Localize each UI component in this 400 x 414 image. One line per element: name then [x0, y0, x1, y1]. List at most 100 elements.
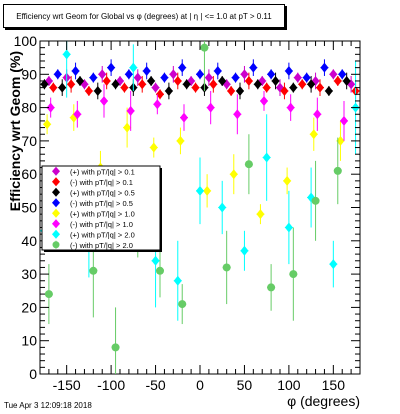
legend-label: (-) with pT/|q| > 2.0: [70, 241, 133, 250]
legend-entry: (-) with pT/|q| > 0.5: [52, 198, 133, 208]
legend-entry: (+) with pT/|q| > 0.5: [52, 187, 135, 197]
data-point: [342, 75, 351, 86]
data-point: [324, 85, 333, 96]
legend-marker: [52, 166, 60, 176]
data-point: [46, 102, 55, 113]
data-point: [173, 75, 182, 86]
data-point: [178, 300, 187, 309]
data-point: [98, 69, 107, 80]
data-point: [180, 112, 188, 123]
data-point: [283, 175, 292, 186]
data-point: [244, 160, 253, 169]
legend-label: (+) with pT/|q| > 0.5: [70, 188, 135, 197]
data-point: [147, 75, 156, 86]
data-point: [142, 65, 151, 76]
data-point: [182, 79, 191, 90]
data-point: [267, 69, 276, 80]
data-point: [309, 129, 318, 140]
legend-entry: (+) with pT/|q| > 0.1: [52, 166, 135, 176]
data-point: [203, 185, 212, 196]
data-point: [43, 119, 52, 130]
data-point: [176, 135, 185, 146]
legend-label: (+) with pT/|q| > 0.1: [70, 167, 135, 176]
data-point: [244, 75, 253, 86]
data-point: [298, 79, 307, 90]
data-point: [100, 95, 108, 106]
series-2: [49, 72, 360, 100]
y-tick-label: 100: [14, 33, 38, 49]
data-point: [311, 196, 320, 205]
data-point: [280, 85, 289, 96]
data-point: [200, 43, 209, 52]
data-point: [53, 69, 62, 80]
data-point: [336, 135, 345, 146]
data-point: [169, 69, 178, 80]
data-point: [111, 343, 120, 352]
data-point: [164, 85, 173, 96]
chart-title: Efficiency wrt Geom for Global vs φ (deg…: [16, 12, 272, 21]
data-point: [49, 82, 58, 93]
data-point: [156, 89, 164, 100]
data-point: [302, 72, 311, 83]
series-6: [46, 84, 348, 141]
data-point: [44, 290, 53, 299]
data-point: [233, 109, 242, 120]
data-point: [340, 115, 348, 126]
data-point: [213, 65, 222, 76]
y-tick-label: 90: [21, 66, 37, 82]
data-point: [293, 72, 302, 83]
legend-entry: (-) with pT/|q| > 2.0: [52, 240, 133, 250]
footer-timestamp: Tue Apr 3 12:09:18 2018: [4, 401, 92, 410]
x-tick-label: 0: [196, 377, 204, 393]
y-tick-label: 70: [21, 133, 37, 149]
data-point: [129, 62, 138, 73]
data-point: [320, 62, 329, 73]
data-point: [58, 82, 67, 93]
data-point: [84, 85, 93, 96]
y-tick-label: 50: [21, 200, 37, 216]
data-point: [89, 72, 98, 83]
data-point: [138, 79, 147, 90]
data-point: [333, 75, 342, 86]
data-point: [76, 75, 84, 86]
data-point: [89, 266, 98, 275]
data-point: [286, 102, 295, 113]
legend-entry: (-) with pT/|q| > 1.0: [52, 219, 133, 229]
data-point: [160, 72, 169, 83]
legend-label: (-) with pT/|q| > 0.1: [70, 178, 133, 187]
data-point: [93, 85, 102, 96]
data-point: [316, 82, 324, 93]
legend-label: (-) with pT/|q| > 1.0: [70, 220, 133, 229]
data-point: [338, 69, 347, 80]
x-tick-label: 100: [277, 377, 301, 393]
legend-marker: [52, 241, 60, 249]
data-point: [67, 79, 76, 90]
x-tick-label: -100: [97, 377, 125, 393]
data-point: [191, 82, 200, 93]
data-point: [240, 69, 249, 80]
data-point: [178, 62, 187, 73]
data-point: [333, 166, 342, 175]
data-point: [71, 65, 80, 76]
data-point: [204, 72, 213, 83]
data-point: [289, 82, 298, 93]
data-point: [133, 72, 142, 83]
data-point: [126, 105, 135, 116]
legend-marker: [52, 229, 60, 239]
data-point: [231, 72, 240, 83]
x-tick-label: 150: [322, 377, 346, 393]
data-point: [124, 69, 133, 80]
y-tick-label: 40: [21, 233, 37, 249]
data-point: [329, 259, 338, 270]
y-tick-label: 80: [21, 100, 37, 116]
legend-marker: [52, 219, 60, 229]
legend-box: [41, 165, 161, 251]
data-point: [196, 69, 204, 80]
y-tick-label: 60: [21, 166, 37, 182]
data-point: [40, 79, 49, 90]
data-point: [153, 99, 162, 110]
x-axis-label: φ (degrees): [287, 393, 360, 409]
series-5: [43, 104, 345, 225]
data-point: [102, 75, 111, 86]
